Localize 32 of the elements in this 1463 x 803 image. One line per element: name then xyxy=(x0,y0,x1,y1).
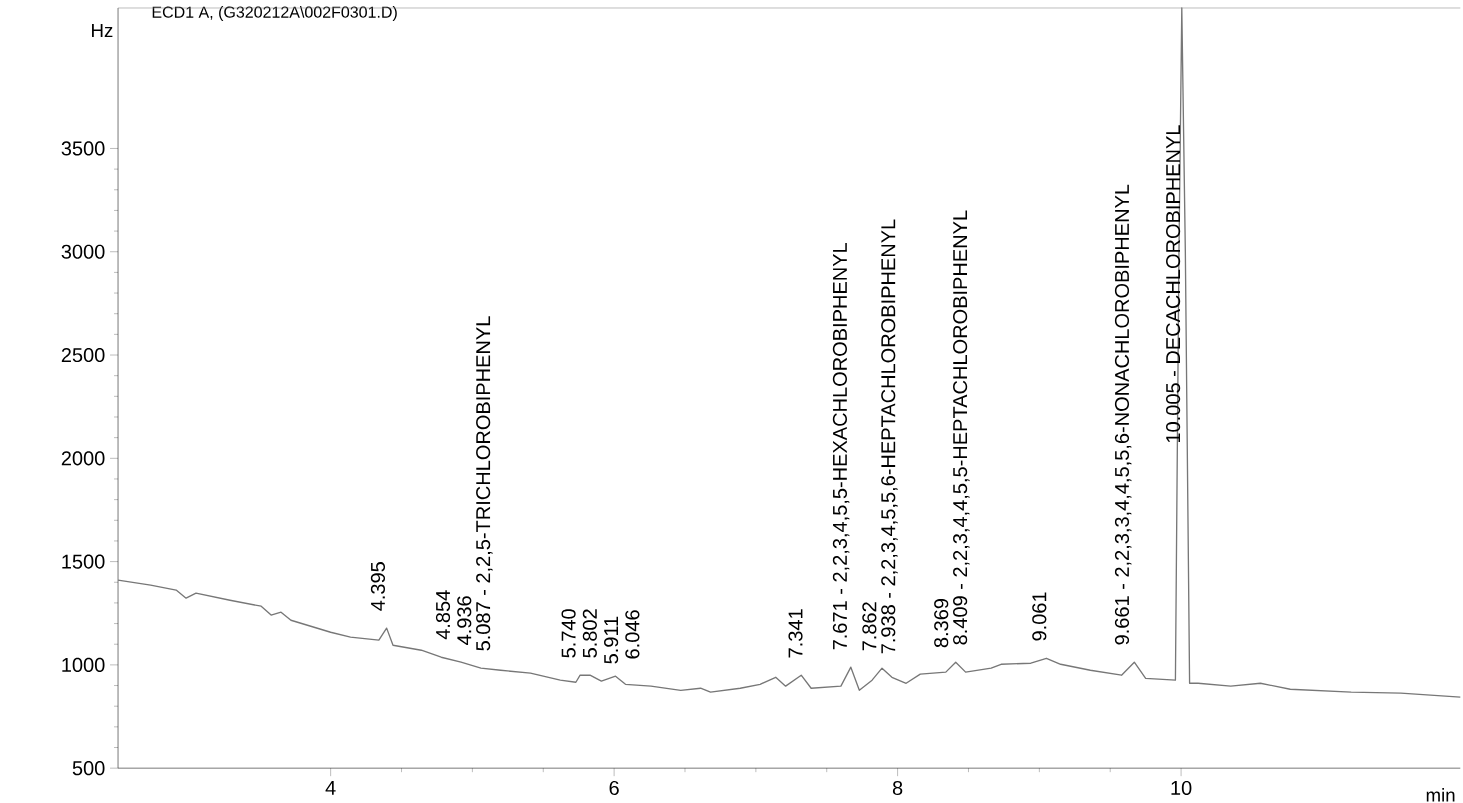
annotation: 7.938 - 2,2,3,4,5,5,6-HEPTACHLOROBIPHENYL xyxy=(881,219,898,654)
y-tick-label: 2000 xyxy=(61,451,105,466)
y-tick-label: 3000 xyxy=(61,244,105,259)
y-tick-label: 1500 xyxy=(62,554,105,569)
x-tick-label: 6 xyxy=(609,780,619,796)
annotation: 9.061 xyxy=(1032,592,1047,641)
annotation: 7.862 xyxy=(862,602,877,651)
annotation: 10.005 - DECACHLOROBIPHENYL xyxy=(1166,125,1181,443)
annotation: 5.740 xyxy=(561,609,576,658)
annotation: 7.671 - 2,2,3,4,5,5-HEXACHLOROBIPHENYL xyxy=(832,243,850,650)
y-tick-label: 2500 xyxy=(61,348,105,363)
x-tick-label: 4 xyxy=(325,780,336,795)
y-tick-label: 1000 xyxy=(62,657,105,673)
annotation: 4.854 xyxy=(435,590,451,640)
annotation: 6.046 xyxy=(625,610,640,659)
annotation: 4.936 xyxy=(457,596,472,646)
x-tick-label: 8 xyxy=(892,780,903,796)
annotation: 5.911 xyxy=(604,616,619,664)
y-tick-label: 500 xyxy=(72,761,105,776)
annotation: 5.802 xyxy=(582,609,597,658)
annotation: 4.395 xyxy=(370,562,386,611)
chart-title: ECD1 A, (G320212A\002F0301.D) xyxy=(152,6,397,22)
y-tick-label: 3500 xyxy=(61,141,105,156)
x-tick-label: 10 xyxy=(1171,780,1192,796)
annotation: 8.369 xyxy=(934,599,949,648)
annotation: 5.087 - 2,2,5-TRICHLOROBIPHENYL xyxy=(476,316,493,651)
annotation: 7.341 xyxy=(788,609,803,658)
y-axis-title: Hz xyxy=(92,24,113,38)
annotation: 8.409 - 2,2,3,4,4,5,5-HEPTACHLOROBIPHENYL xyxy=(953,210,970,645)
annotation: 9.661 - 2,2,3,3,4,4,5,5,6-NONACHLOROBIPHENYL xyxy=(1114,184,1132,645)
x-axis-title: min xyxy=(1426,788,1455,802)
line-series xyxy=(117,7,1461,698)
